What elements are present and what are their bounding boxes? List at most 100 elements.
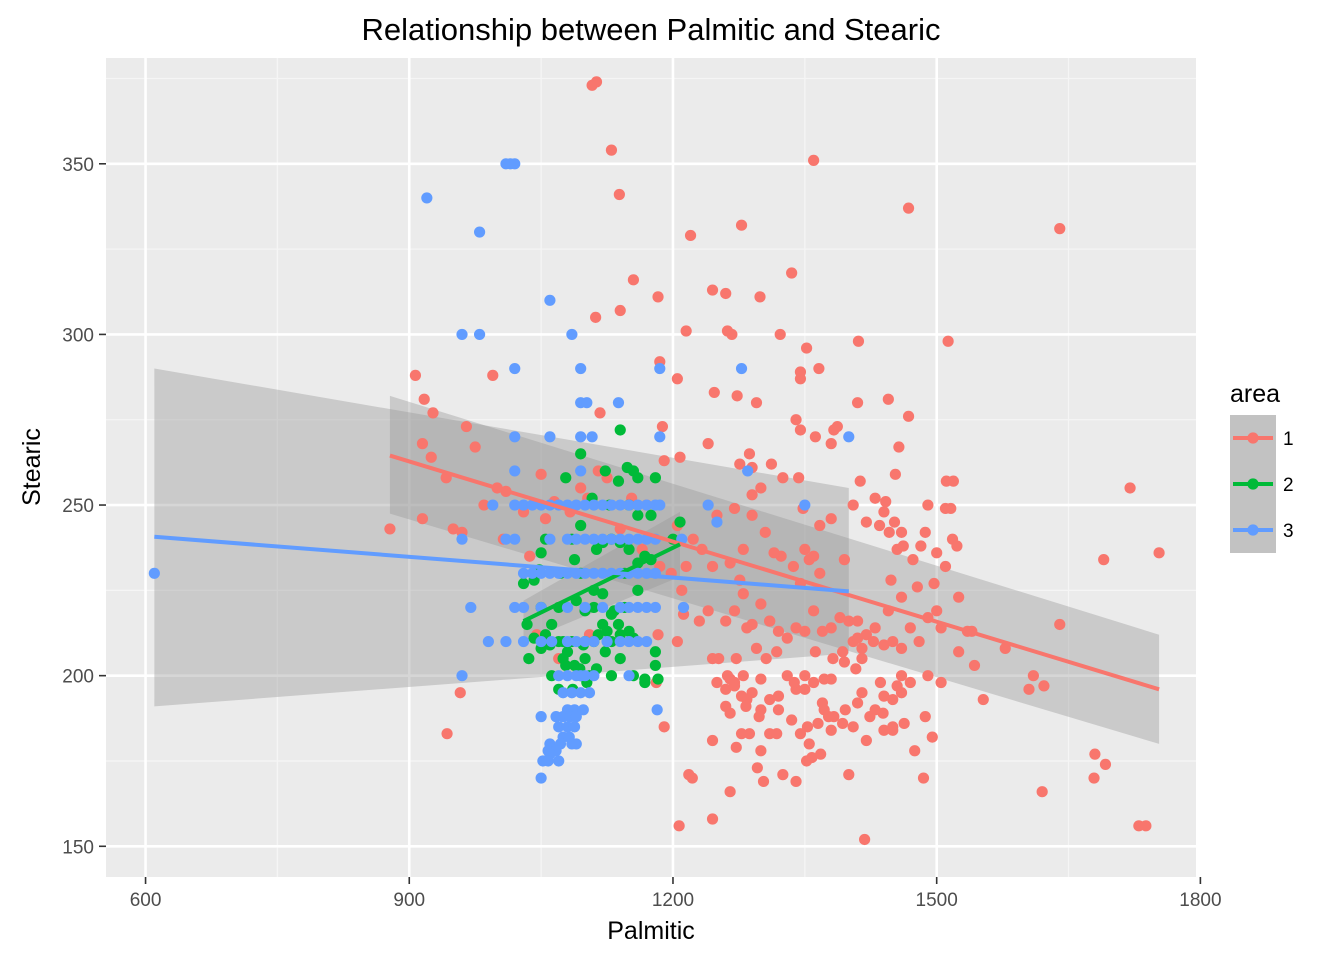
point-area-1 <box>743 728 756 740</box>
point-area-1 <box>869 704 881 716</box>
point-area-1 <box>724 673 736 685</box>
point-area-1 <box>760 653 772 665</box>
point-area-1 <box>887 724 899 736</box>
point-area-1 <box>931 547 943 559</box>
point-area-1 <box>735 690 748 702</box>
point-area-1 <box>878 506 890 518</box>
point-area-1 <box>809 431 821 443</box>
point-area-1 <box>919 526 931 538</box>
point-area-1 <box>777 769 789 781</box>
point-area-1 <box>786 267 798 279</box>
point-area-1 <box>790 414 802 426</box>
point-area-1 <box>454 687 466 699</box>
point-area-1 <box>790 775 802 788</box>
point-area-1 <box>416 513 429 525</box>
point-area-1 <box>891 680 903 692</box>
point-area-3 <box>614 635 626 648</box>
point-area-1 <box>1027 670 1039 682</box>
point-area-1 <box>765 458 778 470</box>
point-area-1 <box>524 550 536 562</box>
point-area-1 <box>706 284 719 296</box>
point-area-3 <box>561 533 574 545</box>
point-area-1 <box>1153 547 1165 559</box>
point-area-3 <box>581 397 593 409</box>
point-area-1 <box>741 622 753 634</box>
point-area-1 <box>885 574 897 586</box>
point-area-1 <box>854 475 866 487</box>
y-tick-label: 150 <box>62 837 94 858</box>
point-area-3 <box>566 328 578 341</box>
point-area-1 <box>1124 482 1136 494</box>
point-area-1 <box>883 526 895 538</box>
point-area-1 <box>746 489 758 501</box>
point-area-1 <box>750 397 763 409</box>
point-area-1 <box>825 622 837 634</box>
point-area-1 <box>947 475 959 487</box>
point-area-1 <box>613 188 625 201</box>
point-area-1 <box>781 670 793 682</box>
point-area-1 <box>790 622 802 634</box>
point-area-1 <box>851 697 864 709</box>
point-area-1 <box>755 598 767 610</box>
point-area-3 <box>526 499 538 511</box>
point-area-2 <box>523 653 535 665</box>
point-area-1 <box>799 670 811 682</box>
point-area-1 <box>757 775 770 788</box>
point-area-3 <box>588 635 600 648</box>
point-area-1 <box>889 468 901 480</box>
point-area-1 <box>808 154 820 166</box>
point-area-3 <box>561 601 574 614</box>
point-area-3 <box>148 567 160 579</box>
point-area-3 <box>517 635 530 648</box>
point-area-2 <box>632 509 644 521</box>
point-area-3 <box>632 533 644 545</box>
point-area-1 <box>815 748 827 760</box>
point-area-2 <box>632 584 644 596</box>
point-area-3 <box>500 533 512 545</box>
point-area-1 <box>851 615 864 627</box>
point-area-1 <box>843 769 855 781</box>
legend-point-1 <box>1247 432 1259 444</box>
point-area-2 <box>621 461 633 474</box>
point-area-3 <box>570 533 582 545</box>
point-area-1 <box>867 635 879 648</box>
point-area-2 <box>599 465 611 477</box>
point-area-3 <box>544 431 556 443</box>
point-area-3 <box>612 397 625 409</box>
point-area-1 <box>878 639 890 651</box>
point-area-1 <box>825 438 837 450</box>
point-area-1 <box>427 407 439 419</box>
point-area-1 <box>652 629 664 641</box>
point-area-3 <box>623 635 635 648</box>
point-area-1 <box>1098 554 1110 566</box>
point-area-1 <box>825 513 837 525</box>
point-area-1 <box>799 683 811 695</box>
point-area-3 <box>566 687 578 699</box>
point-area-1 <box>702 605 714 617</box>
point-area-1 <box>874 676 887 689</box>
point-area-1 <box>676 584 688 596</box>
x-axis: 600 900 1200 1500 1800 <box>130 877 1222 911</box>
point-area-1 <box>951 540 963 552</box>
point-area-3 <box>509 431 521 443</box>
point-area-3 <box>473 328 486 341</box>
point-area-2 <box>601 625 613 637</box>
point-area-1 <box>539 513 552 525</box>
point-area-1 <box>671 373 683 385</box>
point-area-3 <box>597 499 609 511</box>
point-area-1 <box>674 451 686 463</box>
point-area-1 <box>753 711 765 723</box>
point-area-1 <box>887 693 899 706</box>
point-area-3 <box>799 499 811 511</box>
point-area-3 <box>509 362 521 375</box>
point-area-2 <box>649 646 661 658</box>
point-area-1 <box>684 229 697 242</box>
point-area-1 <box>837 646 849 658</box>
point-area-1 <box>671 635 683 648</box>
point-area-1 <box>720 615 732 627</box>
point-area-1 <box>895 642 908 654</box>
point-area-1 <box>808 605 820 617</box>
point-area-2 <box>568 659 581 672</box>
point-area-1 <box>800 342 813 354</box>
